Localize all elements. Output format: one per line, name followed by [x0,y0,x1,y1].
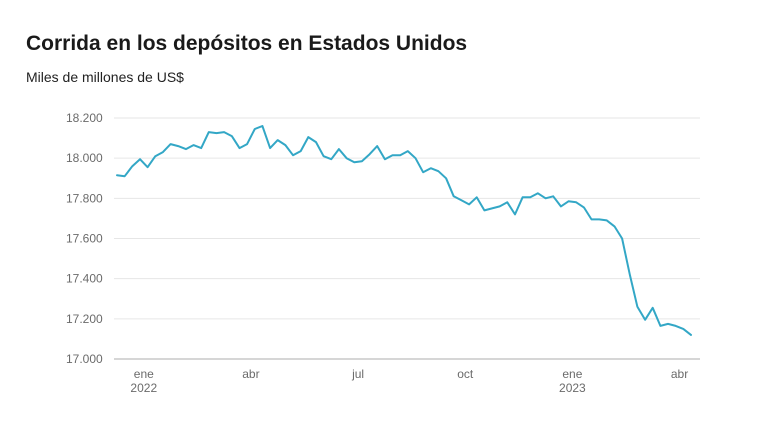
y-tick-label: 17.800 [66,191,103,205]
x-tick-label: ene [562,367,582,381]
x-tick-year-label: 2023 [559,381,586,395]
x-tick-label: jul [351,367,364,381]
series-layer [116,125,692,336]
x-tick-year-label: 2022 [130,381,157,395]
y-tick-label: 18.000 [66,151,103,165]
chart-title: Corrida en los depósitos en Estados Unid… [26,32,468,55]
x-tick-label: oct [457,367,474,381]
series-line-0 [116,125,692,336]
gridlines [114,117,700,360]
x-tick-label: abr [671,367,688,381]
y-axis-tick-labels: 18.200 18.000 17.800 17.600 17.400 17.200 17.0… [66,111,103,366]
y-tick-label: 17.600 [66,232,103,246]
x-tick-label: abr [242,367,259,381]
y-tick-label: 17.400 [66,272,103,286]
y-tick-label: 18.200 [66,111,103,125]
chart-card [40,18,728,408]
x-tick-label: ene [134,367,154,381]
chart-subtitle: Miles de millones de US$ [26,69,184,85]
y-tick-label: 17.000 [66,352,103,366]
y-tick-label: 17.200 [66,312,103,326]
